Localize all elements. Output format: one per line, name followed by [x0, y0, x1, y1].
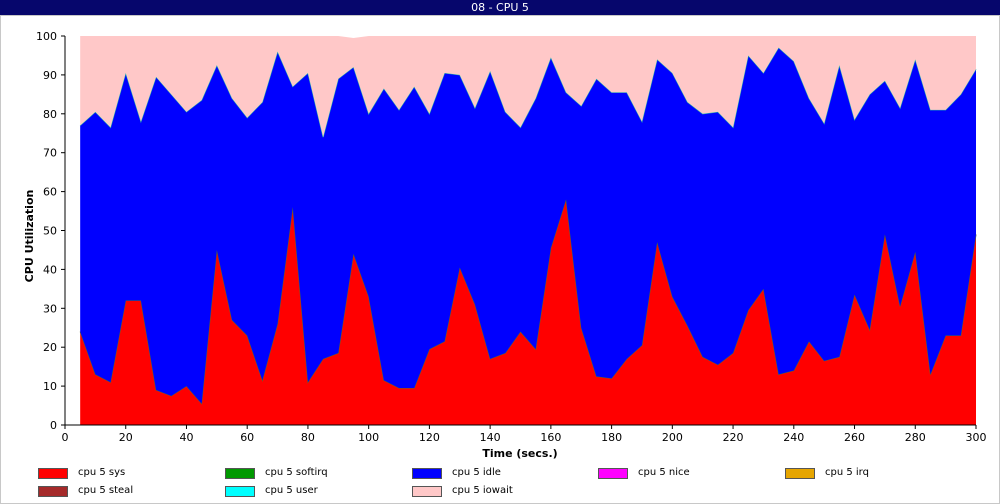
x-tick-label: 280	[905, 431, 926, 444]
legend-swatch	[225, 468, 255, 479]
series-area-cpu-5-idle	[80, 47, 976, 404]
x-tick-label: 240	[783, 431, 804, 444]
x-tick-label: 0	[62, 431, 69, 444]
legend-label: cpu 5 nice	[638, 467, 690, 478]
y-tick-label: 20	[43, 341, 57, 354]
legend-label: cpu 5 softirq	[265, 467, 328, 478]
cpu-utilization-chart: 0 10 20 30 40 50 60 70 80 90 100 0 20 40 60 80 100 120 140…	[23, 30, 987, 460]
legend-swatch	[225, 486, 255, 497]
y-tick-label: 10	[43, 380, 57, 393]
x-tick-label: 260	[844, 431, 865, 444]
legend-swatch	[38, 468, 68, 479]
x-tick-label: 220	[723, 431, 744, 444]
y-tick-label: 50	[43, 225, 57, 238]
legend-label: cpu 5 idle	[452, 467, 501, 478]
chart-title-bar: 08 - CPU 5	[0, 0, 1000, 15]
series-area-cpu-5-sys	[80, 199, 976, 425]
legend-swatch	[785, 468, 815, 479]
y-tick-label: 70	[43, 147, 57, 160]
y-tick-label: 90	[43, 69, 57, 82]
legend-swatch	[412, 486, 442, 497]
x-tick-label: 100	[358, 431, 379, 444]
x-tick-label: 80	[301, 431, 315, 444]
x-tick-label: 40	[179, 431, 193, 444]
x-tick-label: 160	[540, 431, 561, 444]
chart-legend: cpu 5 sys cpu 5 softirq cpu 5 idle cpu 5 ni…	[0, 465, 1000, 504]
x-tick-label: 180	[601, 431, 622, 444]
legend-label: cpu 5 iowait	[452, 485, 513, 496]
x-tick-label: 140	[480, 431, 501, 444]
legend-label: cpu 5 sys	[78, 467, 126, 478]
x-tick-label: 200	[662, 431, 683, 444]
y-tick-label: 40	[43, 263, 57, 276]
y-tick-label: 60	[43, 186, 57, 199]
legend-swatch	[38, 486, 68, 497]
y-axis-label: CPU Utilization	[23, 190, 36, 283]
y-tick-label: 30	[43, 302, 57, 315]
x-tick-label: 20	[119, 431, 133, 444]
y-tick-label: 80	[43, 108, 57, 121]
legend-label: cpu 5 irq	[825, 467, 869, 478]
window-title: 08 - CPU 5	[471, 1, 529, 14]
x-axis-label: Time (secs.)	[482, 447, 557, 460]
x-tick-label: 120	[419, 431, 440, 444]
series-area-cpu-5-iowait	[80, 36, 976, 138]
legend-swatch	[598, 468, 628, 479]
legend-label: cpu 5 user	[265, 485, 318, 496]
x-tick-label: 60	[240, 431, 254, 444]
legend-swatch	[412, 468, 442, 479]
y-tick-label: 100	[36, 30, 57, 43]
y-tick-label: 0	[50, 419, 57, 432]
legend-label: cpu 5 steal	[78, 485, 134, 496]
x-tick-label: 300	[966, 431, 987, 444]
